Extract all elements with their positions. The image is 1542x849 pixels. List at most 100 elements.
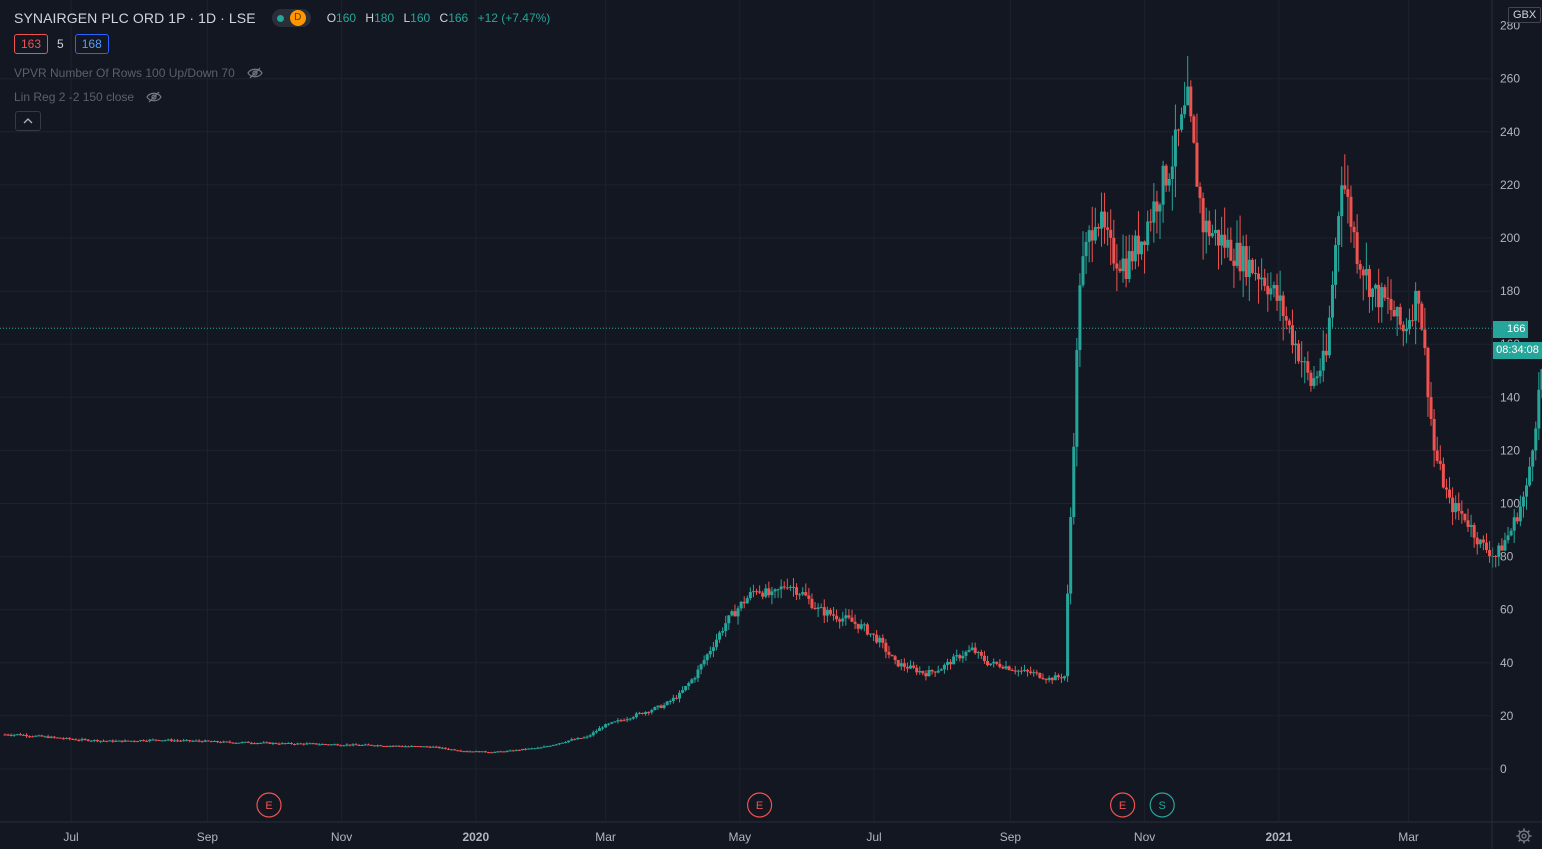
candle-body [625,719,629,721]
candle-body [1352,226,1356,233]
candle-body [684,685,688,691]
candle-body [357,745,361,747]
candle-body [1099,211,1103,229]
close-value: 166 [448,11,469,25]
candle-body [915,667,919,673]
candle-body [1411,320,1415,322]
candle-body [360,744,364,746]
candle-body [37,735,41,737]
candle-body [1309,372,1313,386]
event-marker-label: E [756,800,763,812]
candle-body [844,615,848,619]
y-tick-label: 220 [1500,178,1520,192]
last-price-tag: 166 [1493,321,1528,338]
candle-body [936,670,940,673]
candle-body [1346,189,1350,197]
y-tick-label: 120 [1500,443,1520,457]
candle-body [653,707,657,711]
candle-body [1247,259,1251,278]
candle-body [1494,555,1498,557]
candle-body [117,740,121,742]
candle-body [1275,285,1279,301]
candle-body [554,744,558,746]
indicator-label: VPVR Number Of Rows 100 Up/Down 70 [14,66,235,80]
candle-body [884,642,888,652]
candle-body [665,701,669,705]
candle-body [1210,233,1214,237]
candle-body [1059,677,1063,679]
currency-button[interactable]: GBX [1508,7,1542,23]
candle-body [887,651,891,655]
candle-body [1152,201,1156,223]
candle-body [905,666,909,669]
candle-body [1272,285,1276,289]
event-marker-circle [1149,792,1175,818]
candle-body [483,751,487,753]
chevron-up-icon [23,118,33,124]
candle-body [1019,670,1023,672]
candle-body [801,592,805,595]
candle-body [527,748,531,750]
open-value: 160 [336,11,357,25]
candle-body [95,739,99,742]
earnings-marker[interactable]: E [256,792,282,818]
symbol-title[interactable]: SYNAIRGEN PLC ORD 1P · 1D · LSE [14,10,256,26]
candle-body [1213,229,1217,234]
candle-body [403,746,407,748]
indicator-linreg[interactable]: Lin Reg 2 -2 150 close [14,90,162,104]
candle-body [949,661,953,665]
candle-body [65,737,69,739]
x-tick-label: 2021 [1265,830,1292,844]
candle-body [480,751,484,753]
candle-body [798,594,802,596]
eye-hidden-icon[interactable] [247,67,263,79]
candle-body [1512,517,1516,531]
gear-icon[interactable] [1516,828,1532,844]
candle-body [179,740,183,742]
split-marker[interactable]: S [1149,792,1175,818]
candle-body [440,747,444,749]
candle-body [1503,540,1507,551]
candle-body [678,692,682,699]
candle-body [1118,268,1122,272]
candle-body [505,750,509,752]
candle-body [308,743,312,745]
candle-body [1528,466,1532,486]
candle-body [1229,239,1233,261]
candle-body [1340,185,1344,217]
indicator-vpvr[interactable]: VPVR Number Of Rows 100 Up/Down 70 [14,66,263,80]
ask-button[interactable]: 168 [74,34,109,54]
candle-body [132,740,136,742]
candle-body [770,591,774,596]
candle-body [1133,235,1137,262]
market-status-pill[interactable]: D [271,9,311,27]
candle-body [397,745,401,747]
y-tick-label: 240 [1500,125,1520,139]
candle-body [1250,259,1254,273]
bid-button[interactable]: 163 [14,34,49,54]
eye-hidden-icon[interactable] [146,91,162,103]
candle-body [410,745,414,747]
earnings-marker[interactable]: E [746,792,773,818]
candle-body [502,751,506,753]
ohlc-values: O160 H180 L160 C166 +12 (+7.47%) [327,11,551,25]
candle-body [1466,520,1470,527]
candle-body [958,655,962,659]
candle-body [530,748,534,750]
candle-body [733,611,737,617]
candle-body [194,740,198,742]
candle-body [853,621,857,624]
candle-body [342,745,346,747]
candle-body [1361,269,1365,276]
collapse-legend-button[interactable] [15,111,41,131]
candles [3,55,1542,754]
candle-body [3,734,7,736]
candle-body [15,734,19,736]
candle-body [265,742,269,744]
candle-body [918,671,922,673]
earnings-marker[interactable]: E [1109,792,1136,818]
candle-body [1534,428,1538,451]
candle-body [209,741,213,743]
candle-body [431,746,435,748]
